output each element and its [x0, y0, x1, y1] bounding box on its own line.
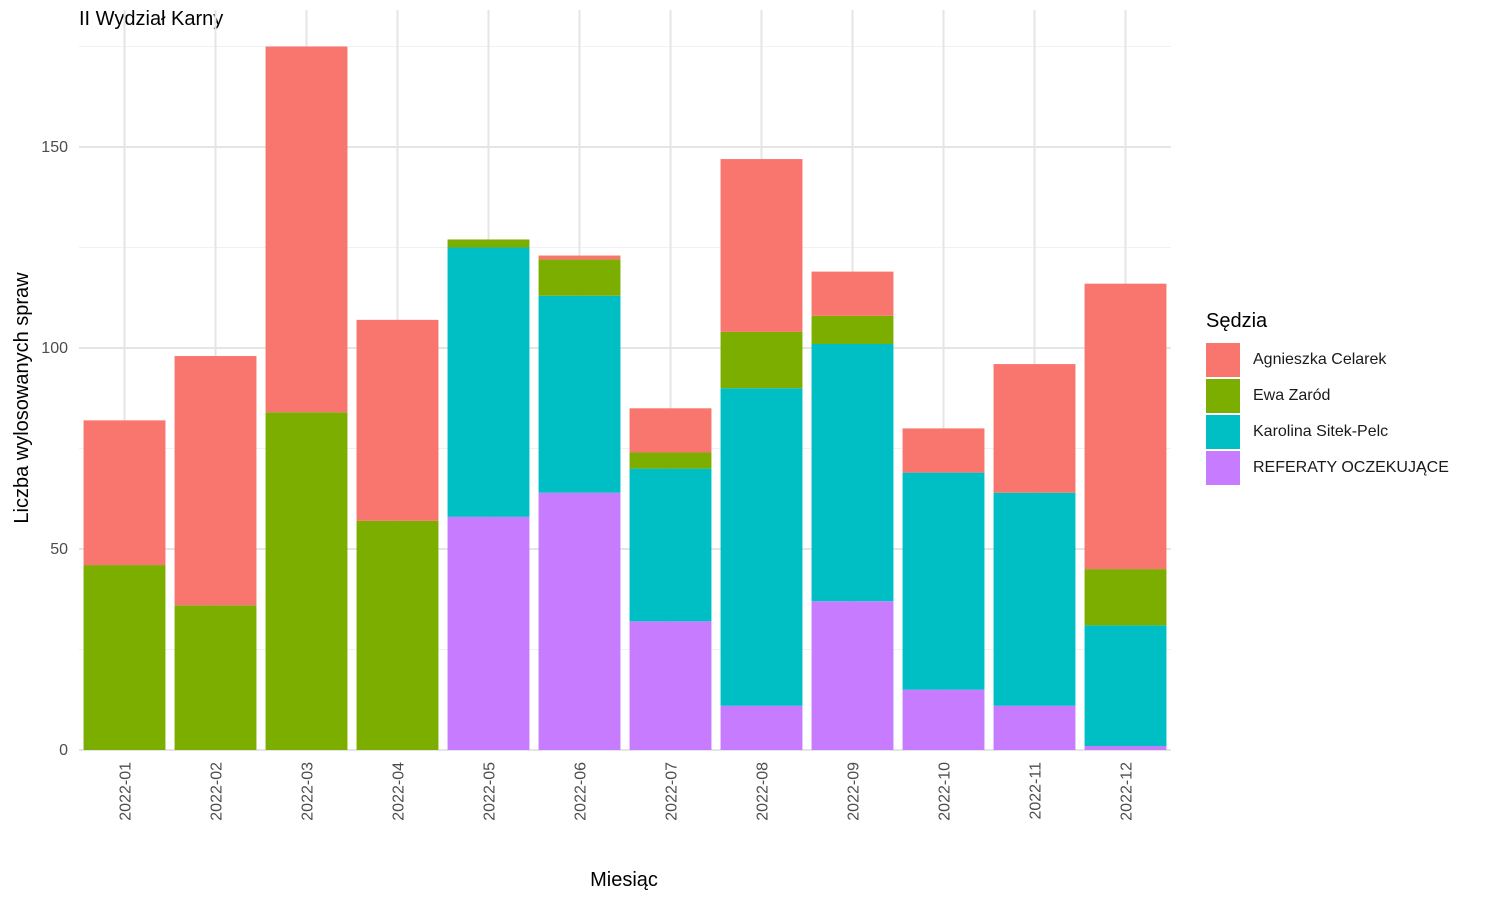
legend-swatch	[1206, 415, 1240, 449]
legend-swatch	[1206, 451, 1240, 485]
bar-segment	[811, 315, 894, 344]
legend-item: Ewa Zaród	[1206, 379, 1330, 413]
bar-segment	[356, 520, 439, 750]
bar-segment	[902, 428, 985, 473]
x-tick-label: 2022-08	[755, 762, 772, 821]
x-axis-label: Miesiąc	[590, 869, 658, 891]
bar-segment	[174, 605, 257, 750]
x-tick-label: 2022-11	[1028, 762, 1045, 820]
legend-title: Sędzia	[1206, 310, 1268, 332]
legend-label: REFERATY OCZEKUJĄCE	[1253, 459, 1449, 476]
bar-segment	[720, 331, 803, 389]
x-tick-label: 2022-02	[209, 762, 226, 821]
bar-segment	[447, 239, 530, 248]
bar-segment	[83, 420, 166, 566]
legend-item: Agnieszka Celarek	[1206, 343, 1386, 377]
x-tick-label: 2022-03	[300, 762, 317, 821]
bar-segment	[538, 255, 621, 260]
bar-segment	[538, 492, 621, 750]
bar-segment	[1084, 625, 1167, 746]
bar-segment	[811, 601, 894, 750]
legend-swatch	[1206, 343, 1240, 377]
bar-segment	[629, 452, 712, 469]
x-tick-label: 2022-04	[391, 762, 408, 821]
bar-segment	[902, 472, 985, 690]
bar-segment	[902, 689, 985, 750]
bar-segment	[265, 46, 348, 413]
x-tick-label: 2022-10	[937, 762, 954, 821]
bar-segment	[993, 492, 1076, 706]
x-tick-label: 2022-12	[1119, 762, 1136, 821]
bar-segment	[629, 468, 712, 622]
legend-label: Ewa Zaród	[1253, 387, 1331, 404]
bar-segment	[720, 159, 803, 332]
legend-item: Karolina Sitek-Pelc	[1206, 415, 1388, 449]
bar-segment	[265, 412, 348, 750]
bar-segment	[538, 295, 621, 493]
bar-segment	[356, 319, 439, 521]
legend-swatch	[1206, 379, 1240, 413]
y-tick-label: 0	[59, 742, 68, 759]
x-tick-label: 2022-07	[664, 762, 681, 821]
bar-segment	[447, 247, 530, 517]
y-tick-label: 100	[41, 340, 68, 357]
bar-segment	[538, 259, 621, 296]
y-axis-label: Liczba wylosowanych spraw	[11, 272, 33, 524]
bar-segment	[993, 364, 1076, 493]
chart-title: II Wydział Karny	[79, 8, 224, 30]
bar-segment	[629, 621, 712, 750]
bar-segment	[720, 388, 803, 706]
bar-segment	[811, 343, 894, 602]
bar-segment	[1084, 745, 1167, 750]
x-tick-label: 2022-09	[846, 762, 863, 821]
bar-segment	[1084, 283, 1167, 570]
legend-label: Agnieszka Celarek	[1253, 351, 1387, 368]
y-tick-label: 50	[50, 541, 68, 558]
legend-item: REFERATY OCZEKUJĄCE	[1206, 451, 1449, 485]
x-tick-label: 2022-05	[482, 762, 499, 821]
bar-segment	[447, 516, 530, 750]
legend-label: Karolina Sitek-Pelc	[1253, 423, 1389, 440]
bar-segment	[993, 705, 1076, 750]
bar-segment	[629, 408, 712, 453]
y-tick-label: 150	[41, 139, 68, 156]
bar-segment	[811, 271, 894, 316]
x-tick-label: 2022-06	[573, 762, 590, 821]
bar-segment	[720, 705, 803, 750]
x-tick-label: 2022-01	[118, 762, 135, 821]
bar-segment	[83, 565, 166, 750]
bar-segment	[1084, 569, 1167, 626]
bar-segment	[174, 356, 257, 606]
